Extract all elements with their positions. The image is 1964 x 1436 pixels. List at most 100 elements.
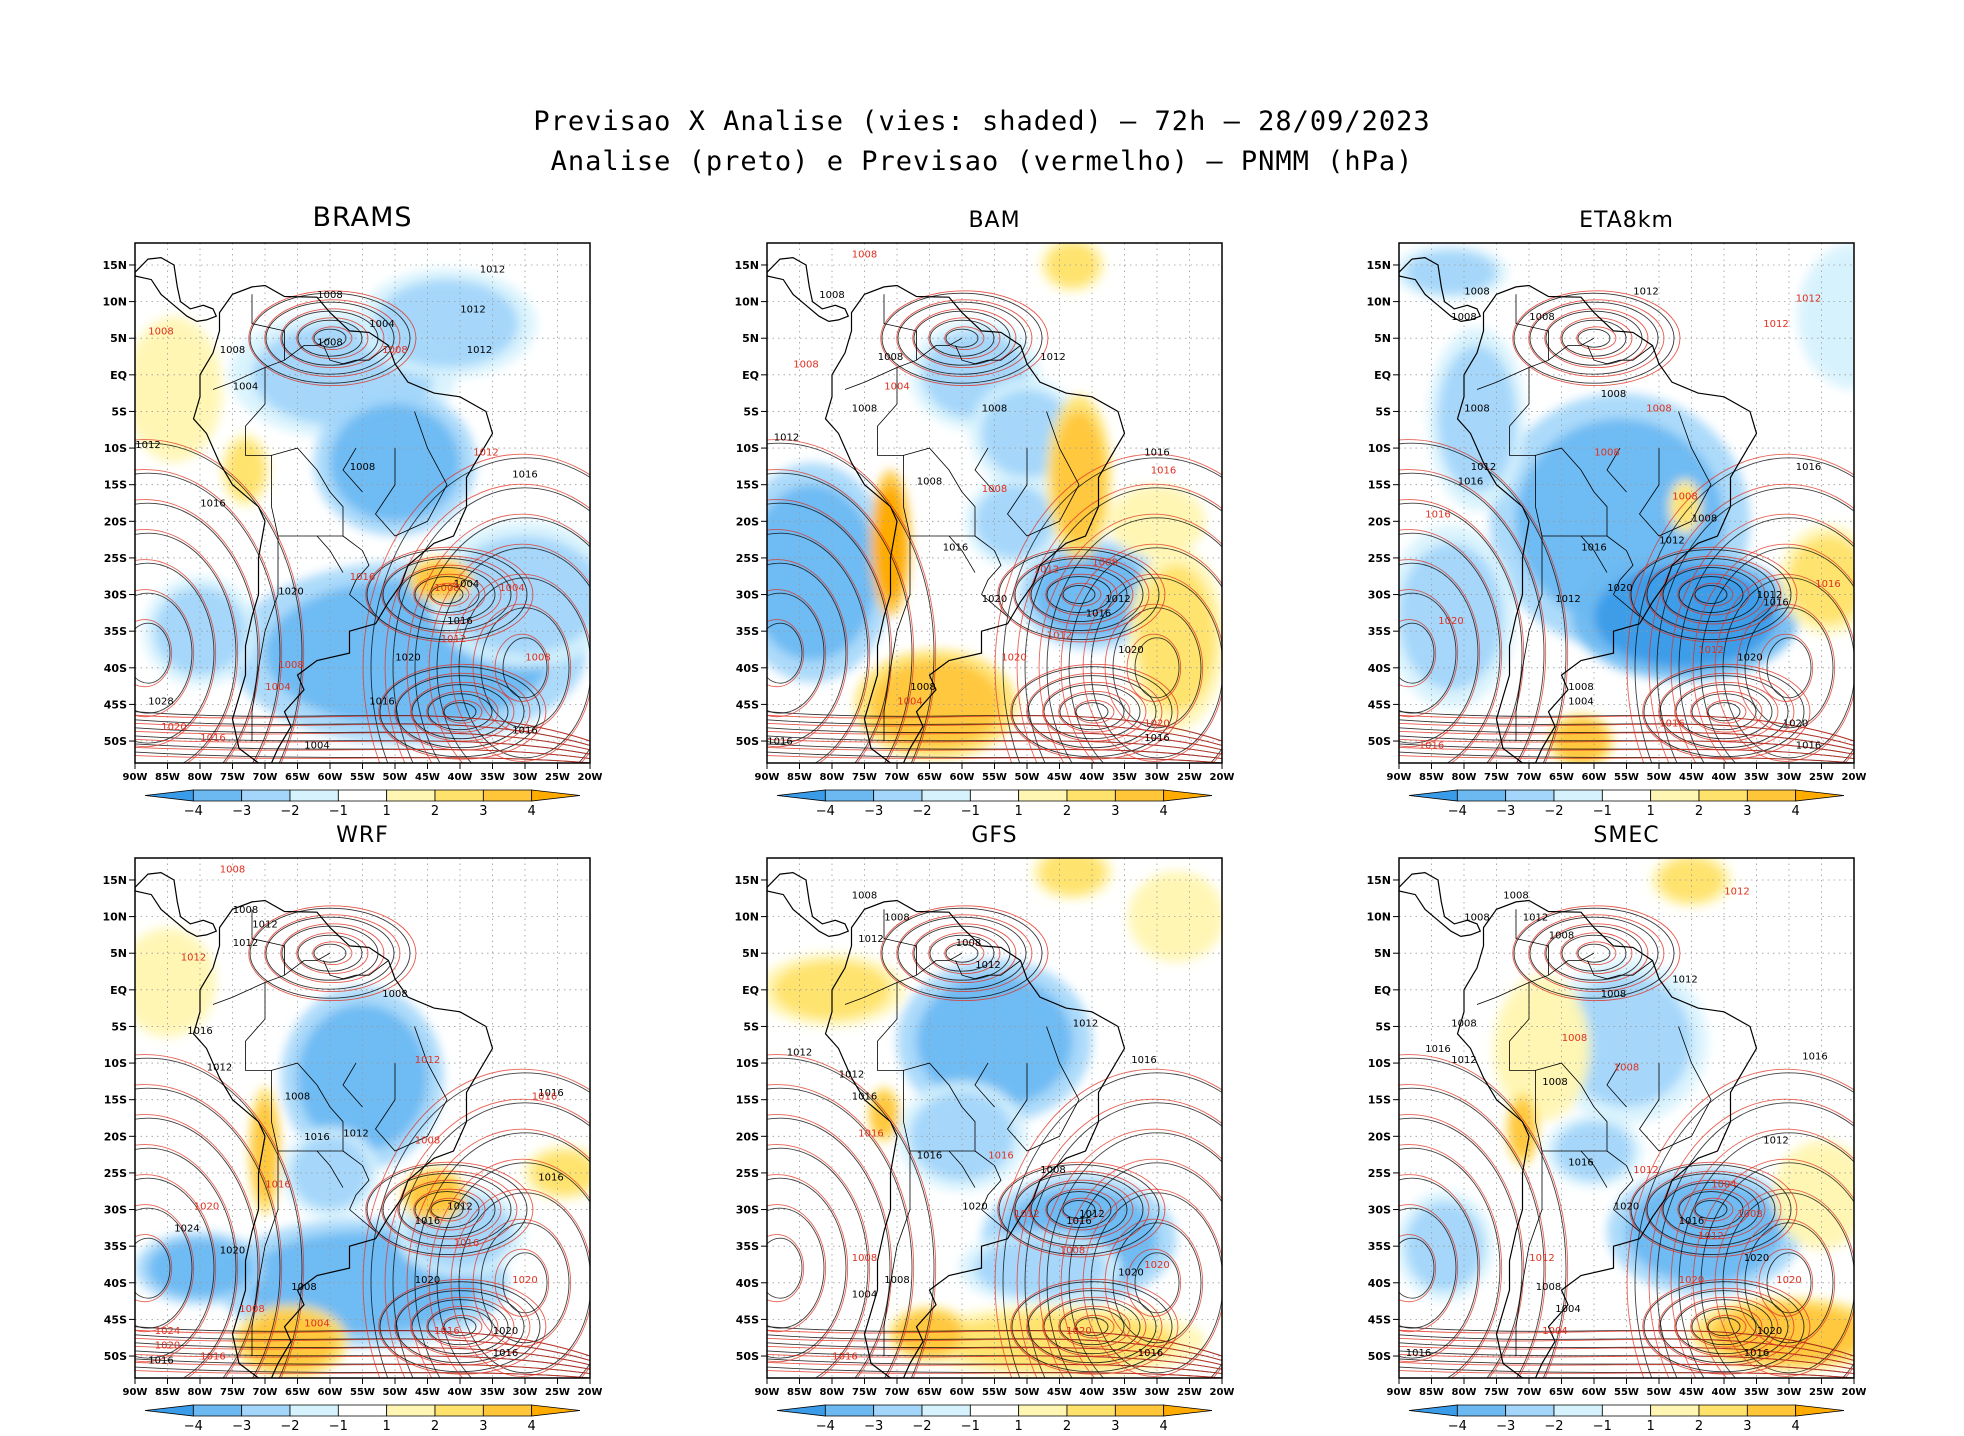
isobar (312, 941, 353, 966)
isobar (1766, 1252, 1812, 1314)
lat-tick-label: 5S (1375, 1020, 1391, 1033)
lon-tick-label: 85W (787, 772, 812, 783)
lon-tick-label: 80W (820, 1387, 845, 1398)
isobar (1722, 1192, 1854, 1374)
analysis-contour-label: 1016 (369, 696, 394, 707)
country-border (245, 337, 370, 595)
isobar (994, 453, 1222, 763)
bias-area (447, 535, 590, 654)
analysis-contour-label: 1016 (1796, 462, 1821, 473)
isobar (1634, 457, 1854, 763)
isobar (135, 1117, 259, 1378)
forecast-contour-label: 1008 (434, 583, 459, 594)
analysis-contour-label: 1012 (1633, 286, 1658, 297)
lat-tick-label: 40S (736, 662, 759, 675)
isobar (1074, 1314, 1115, 1339)
colorbar-label: −1 (961, 804, 980, 819)
analysis-contour-label: 1016 (1144, 733, 1169, 744)
analysis-contour-label: 1028 (148, 696, 173, 707)
isobar (1399, 622, 1435, 684)
colorbar-label: 4 (1792, 804, 1800, 819)
lon-tick-label: 25W (1177, 772, 1202, 783)
country-border (1515, 909, 1549, 976)
analysis-contour-label: 1016 (493, 1348, 518, 1359)
lat-tick-label: 10S (736, 442, 759, 455)
lon-tick-label: 85W (1419, 772, 1444, 783)
colorbar-segment (434, 1404, 484, 1417)
isobar (135, 1234, 173, 1303)
isobar (1399, 1329, 1854, 1357)
colorbar-segment (192, 789, 243, 802)
lon-tick-label: 45W (415, 1387, 440, 1398)
lat-tick-label: 5S (111, 1020, 127, 1033)
isobar (1399, 1147, 1501, 1378)
isobar (135, 589, 195, 718)
forecast-contour-label: 1020 (1001, 652, 1026, 663)
isobar (398, 567, 496, 622)
isobar (1700, 1162, 1854, 1378)
colorbar: −4 −3 −2 −1 1 2 3 4 (1408, 1404, 1845, 1434)
colorbar-segment (1018, 1404, 1068, 1417)
forecast-contour-label: 1016 (858, 1128, 883, 1139)
forecast-contour-label: 1020 (1679, 1275, 1704, 1286)
analysis-contour-label: 1008 (1464, 286, 1489, 297)
bias-area (1118, 492, 1196, 551)
isobar (1399, 1337, 1854, 1361)
isobar (767, 499, 893, 763)
colorbar-segment (1698, 1404, 1748, 1417)
isobar (382, 1173, 512, 1246)
isobar (1399, 1084, 1547, 1378)
lon-tick-label: 25W (545, 1387, 570, 1398)
lon-tick-label: 90W (123, 1387, 148, 1398)
analysis-contour-label: 1012 (1659, 535, 1684, 546)
country-border (1535, 455, 1607, 537)
lon-tick-label: 70W (1517, 772, 1542, 783)
analysis-contour-label: 1016 (1086, 609, 1111, 620)
isobar (135, 1353, 590, 1370)
isobar (1659, 1290, 1789, 1364)
lon-tick-label: 45W (1047, 772, 1072, 783)
grid (1399, 243, 1854, 763)
panel-title: BAM (968, 208, 1021, 233)
isobar (1030, 1182, 1128, 1237)
lon-tick-label: 60W (1582, 1387, 1607, 1398)
analysis-contour-label: 1008 (382, 989, 407, 1000)
isobar (1707, 702, 1741, 722)
country-border (251, 1151, 279, 1356)
colorbar-label: −4 (816, 804, 835, 819)
analysis-contour-label: 1016 (148, 1355, 173, 1366)
country-border (883, 294, 917, 361)
lon-tick-label: 35W (1744, 1387, 1769, 1398)
analysis-contour-label: 1012 (774, 433, 799, 444)
isobar (997, 546, 1166, 643)
isobar (1062, 585, 1096, 604)
analysis-contour-label: 1016 (1796, 740, 1821, 751)
isobar (135, 439, 305, 763)
bias-area (1040, 858, 1105, 895)
isobar (1061, 582, 1102, 607)
isobar (428, 543, 590, 763)
isobar (1643, 1281, 1805, 1373)
forecast-contour-label: 1012 (1724, 887, 1749, 898)
forecast-contour-label: 1020 (1438, 616, 1463, 627)
isobar (135, 714, 590, 742)
isobar (1038, 513, 1222, 763)
isobar (1011, 1281, 1173, 1373)
isobar (1677, 573, 1750, 616)
isobar (248, 905, 417, 1002)
lat-tick-label: 25S (104, 1167, 127, 1180)
isobar (1529, 301, 1659, 375)
isobar (265, 916, 395, 990)
country-border (955, 345, 1021, 365)
isobar (912, 308, 1017, 369)
isobar (1694, 1200, 1728, 1219)
isobar (1399, 1353, 1854, 1370)
isobar (135, 1237, 171, 1299)
lon-tick-label: 70W (885, 1387, 910, 1398)
colorbar-label: −3 (232, 1419, 251, 1434)
isobar (406, 1128, 590, 1378)
analysis-contour-label: 1004 (369, 319, 394, 330)
isobar (458, 1192, 590, 1374)
isobar (1630, 1164, 1792, 1255)
isobar (1013, 1170, 1150, 1249)
